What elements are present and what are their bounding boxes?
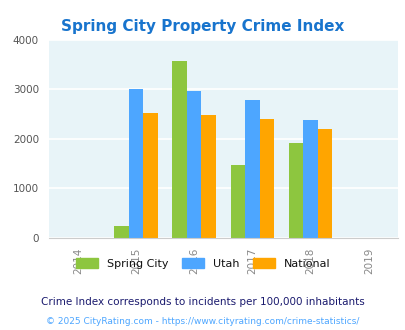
Bar <box>245 100 259 238</box>
Bar <box>128 89 143 238</box>
Text: © 2025 CityRating.com - https://www.cityrating.com/crime-statistics/: © 2025 CityRating.com - https://www.city… <box>46 317 359 326</box>
Text: Crime Index corresponds to incidents per 100,000 inhabitants: Crime Index corresponds to incidents per… <box>41 297 364 307</box>
Bar <box>201 115 215 238</box>
Bar <box>317 129 332 238</box>
Text: Spring City Property Crime Index: Spring City Property Crime Index <box>61 19 344 34</box>
Bar <box>143 114 158 238</box>
Legend: Spring City, Utah, National: Spring City, Utah, National <box>71 253 334 273</box>
Bar <box>186 91 201 238</box>
Bar <box>230 165 245 238</box>
Bar <box>114 226 128 238</box>
Bar <box>303 120 317 238</box>
Bar <box>288 143 303 238</box>
Bar <box>172 61 186 238</box>
Bar <box>259 119 273 238</box>
